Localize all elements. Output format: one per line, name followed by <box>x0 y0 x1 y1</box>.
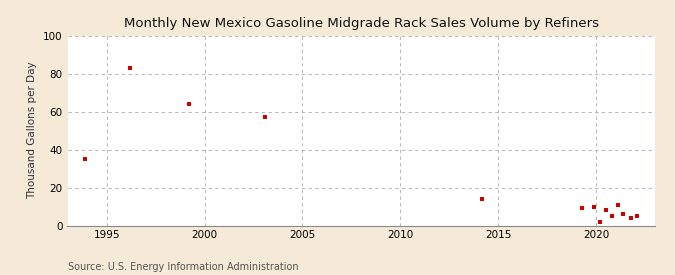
Point <box>618 212 629 216</box>
Point <box>595 219 605 224</box>
Point <box>477 197 488 201</box>
Point <box>626 216 637 220</box>
Point <box>612 202 623 207</box>
Point <box>125 66 136 70</box>
Point <box>184 102 194 106</box>
Text: Source: U.S. Energy Information Administration: Source: U.S. Energy Information Administ… <box>68 262 298 272</box>
Point <box>589 204 599 209</box>
Point <box>80 157 90 161</box>
Title: Monthly New Mexico Gasoline Midgrade Rack Sales Volume by Refiners: Monthly New Mexico Gasoline Midgrade Rac… <box>124 17 599 31</box>
Point <box>577 206 588 211</box>
Y-axis label: Thousand Gallons per Day: Thousand Gallons per Day <box>28 62 37 199</box>
Point <box>606 214 617 218</box>
Point <box>260 115 271 120</box>
Point <box>600 208 611 213</box>
Point <box>632 214 643 218</box>
